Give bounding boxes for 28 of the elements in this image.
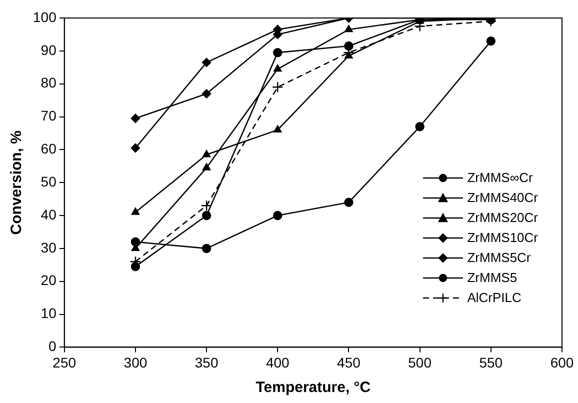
- x-tick-label: 250: [52, 354, 76, 370]
- y-tick-label: 90: [40, 42, 57, 58]
- y-tick-label: 0: [48, 338, 57, 354]
- legend-label: ZrMMS10Cr: [467, 229, 538, 247]
- x-tick-label: 300: [124, 354, 148, 370]
- legend-label: ZrMMS∞Cr: [467, 169, 533, 187]
- x-tick-label: 350: [194, 354, 218, 370]
- y-tick-label: 100: [33, 8, 57, 25]
- y-tick-label: 30: [40, 239, 57, 256]
- y-axis-title: Conversion, %: [8, 130, 26, 235]
- x-tick-label: 400: [266, 354, 290, 370]
- y-tick-label: 60: [40, 140, 57, 157]
- legend-label: ZrMMS20Cr: [467, 209, 538, 227]
- y-tick-label: 10: [40, 305, 57, 322]
- y-tick-label: 20: [40, 272, 57, 288]
- x-axis-title: Temperature, °C: [256, 379, 371, 396]
- y-tick-label: 50: [40, 173, 57, 190]
- legend-label: ZrMMS5: [467, 269, 518, 287]
- x-tick-label: 450: [337, 354, 361, 370]
- legend-label: ZrMMS5Cr: [467, 249, 531, 267]
- y-tick-label: 70: [40, 108, 57, 124]
- legend-label: ZrMMS40Cr: [467, 189, 538, 207]
- legend-label: AlCrPILC: [467, 289, 522, 307]
- x-tick-label: 500: [408, 354, 432, 370]
- x-tick-label: 600: [550, 354, 574, 370]
- y-tick-label: 80: [40, 74, 57, 91]
- y-tick-label: 40: [40, 206, 57, 222]
- x-tick-label: 550: [479, 354, 503, 370]
